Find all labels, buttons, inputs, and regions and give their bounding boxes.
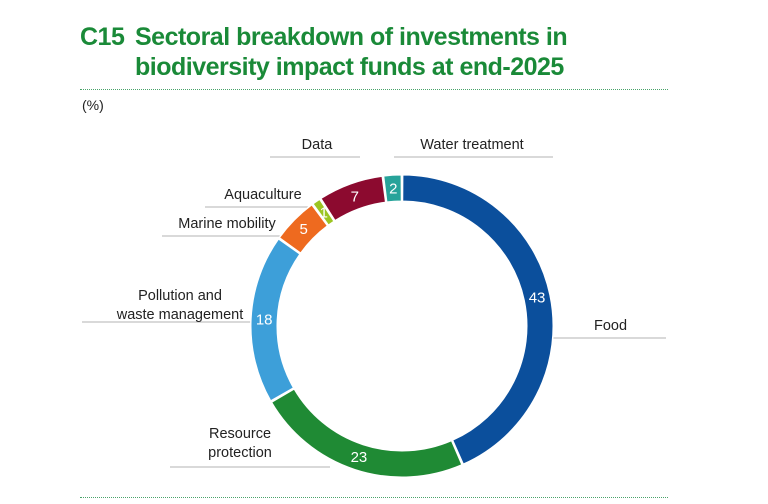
slice-marine-mobility (278, 204, 328, 254)
slice-data (320, 175, 386, 222)
value-label-water-treatment: 2 (389, 180, 397, 197)
value-label-aquaculture: 1 (320, 204, 328, 221)
figure-code: C15 (80, 23, 125, 51)
slice-pollution-and-waste-management (250, 238, 301, 402)
category-label-pollution-and-waste-management-line1: Pollution and (138, 288, 222, 304)
slice-water-treatment (383, 174, 402, 203)
category-label-resource-protection-line2: protection (208, 445, 272, 461)
category-label-pollution-and-waste-management-line2: waste management (116, 307, 244, 323)
top-divider (80, 89, 668, 90)
category-label-aquaculture: Aquaculture (224, 187, 301, 203)
slice-resource-protection (271, 388, 463, 478)
value-label-data: 7 (351, 188, 359, 205)
slice-aquaculture (312, 198, 335, 226)
category-label-resource-protection-line1: Resource (209, 426, 271, 442)
value-label-marine-mobility: 5 (299, 221, 307, 238)
category-label-marine-mobility: Marine mobility (178, 216, 276, 232)
value-label-resource-protection: 23 (351, 449, 368, 466)
donut-backing (250, 174, 554, 478)
slice-food (402, 174, 554, 465)
unit-label: (%) (82, 97, 104, 113)
value-label-food: 43 (529, 290, 546, 307)
category-label-data: Data (302, 137, 334, 153)
bottom-divider (80, 497, 668, 498)
category-label-water-treatment: Water treatment (420, 137, 523, 153)
figure-title: Sectoral breakdown of investments in bio… (135, 23, 568, 81)
value-label-pollution-and-waste-management: 18 (256, 311, 273, 328)
category-label-food: Food (594, 318, 627, 334)
